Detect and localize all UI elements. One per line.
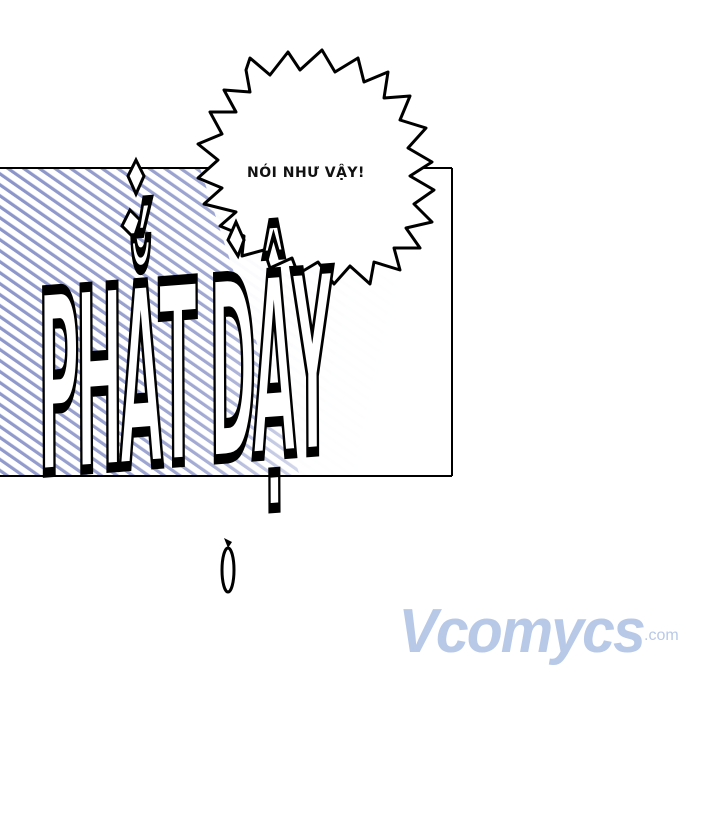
sfx-accents (120, 156, 246, 594)
panel-art (0, 48, 453, 594)
watermark-domain: .com (644, 627, 679, 644)
sound-effect-text: PHẮT DẬY (35, 216, 332, 815)
speech-bubble-text: NÓI NHƯ VẬY! (247, 165, 365, 181)
speech-bubble (196, 48, 436, 286)
comic-panel: NÓI NHƯ VẬY! PHẮT DẬY Vcomycs .com (0, 48, 679, 666)
watermark-logo: Vcomycs (398, 597, 645, 666)
